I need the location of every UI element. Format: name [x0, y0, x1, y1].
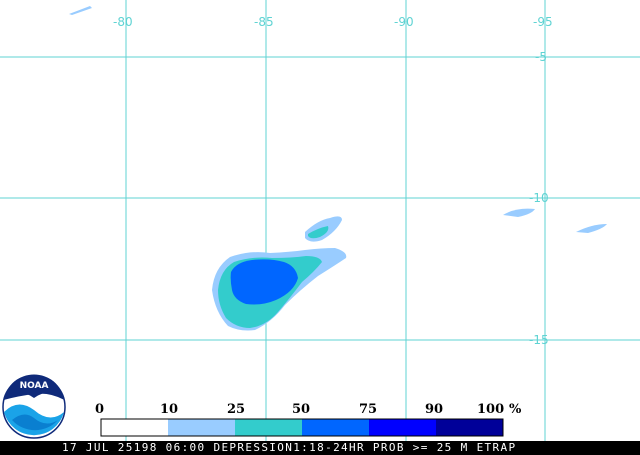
legend-tick: 50	[292, 402, 310, 417]
legend-bin	[302, 419, 369, 436]
caption-bar	[0, 441, 640, 455]
legend-bin	[235, 419, 302, 436]
prob-fragment	[69, 6, 92, 15]
probability-field	[69, 6, 607, 331]
prob-region-50	[230, 259, 298, 305]
prob-fragment	[503, 208, 535, 217]
latitude-label: -10	[529, 191, 549, 205]
longitude-label: -80	[113, 15, 133, 29]
legend-frame	[100, 418, 504, 437]
longitude-label: -90	[394, 15, 414, 29]
graticule	[0, 0, 640, 441]
caption-text: 17 JUL 25198 06:00 DEPRESSION1:18-24HR P…	[62, 441, 517, 454]
legend-colorbar	[100, 418, 504, 437]
legend-bin	[436, 419, 503, 436]
legend-bin	[369, 419, 436, 436]
legend-bin	[168, 419, 235, 436]
latitude-label: -5	[535, 50, 547, 64]
longitude-label: -85	[254, 15, 274, 29]
prob-region-25	[308, 226, 329, 239]
legend-tick: 10	[160, 402, 178, 417]
legend-bin	[101, 419, 168, 436]
noaa-logo-text: NOAA	[20, 381, 49, 391]
latitude-label: -15	[529, 333, 549, 347]
longitude-label: -95	[533, 15, 553, 29]
legend-tick: 90	[425, 402, 443, 417]
legend-tick: 25	[227, 402, 245, 417]
legend-tick: 0	[95, 402, 104, 417]
legend-unit: %	[509, 402, 522, 417]
noaa-logo-icon: NOAA	[2, 374, 66, 439]
prob-fragment	[576, 224, 607, 233]
legend-tick: 75	[359, 402, 377, 417]
legend-tick: 100	[477, 402, 504, 417]
